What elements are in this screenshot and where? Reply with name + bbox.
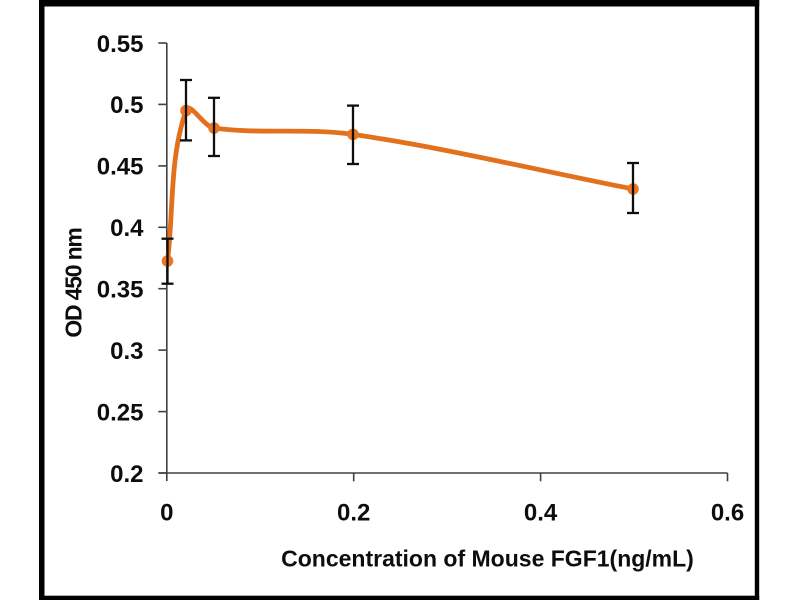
svg-text:0.5: 0.5	[110, 92, 143, 119]
svg-text:0.4: 0.4	[110, 215, 144, 242]
svg-text:0.25: 0.25	[97, 399, 144, 426]
svg-text:0.55: 0.55	[97, 31, 144, 58]
svg-text:OD 450 nm: OD 450 nm	[61, 228, 87, 338]
svg-text:0.4: 0.4	[524, 500, 558, 527]
svg-text:0.2: 0.2	[337, 500, 370, 527]
svg-text:0.6: 0.6	[711, 500, 744, 527]
svg-text:Concentration of Mouse FGF1(ng: Concentration of Mouse FGF1(ng/mL)	[281, 546, 694, 572]
svg-text:0.3: 0.3	[110, 338, 143, 365]
svg-text:0: 0	[160, 500, 173, 527]
svg-text:0.2: 0.2	[110, 461, 143, 488]
svg-text:0.45: 0.45	[97, 154, 144, 181]
svg-text:0.35: 0.35	[97, 277, 144, 304]
